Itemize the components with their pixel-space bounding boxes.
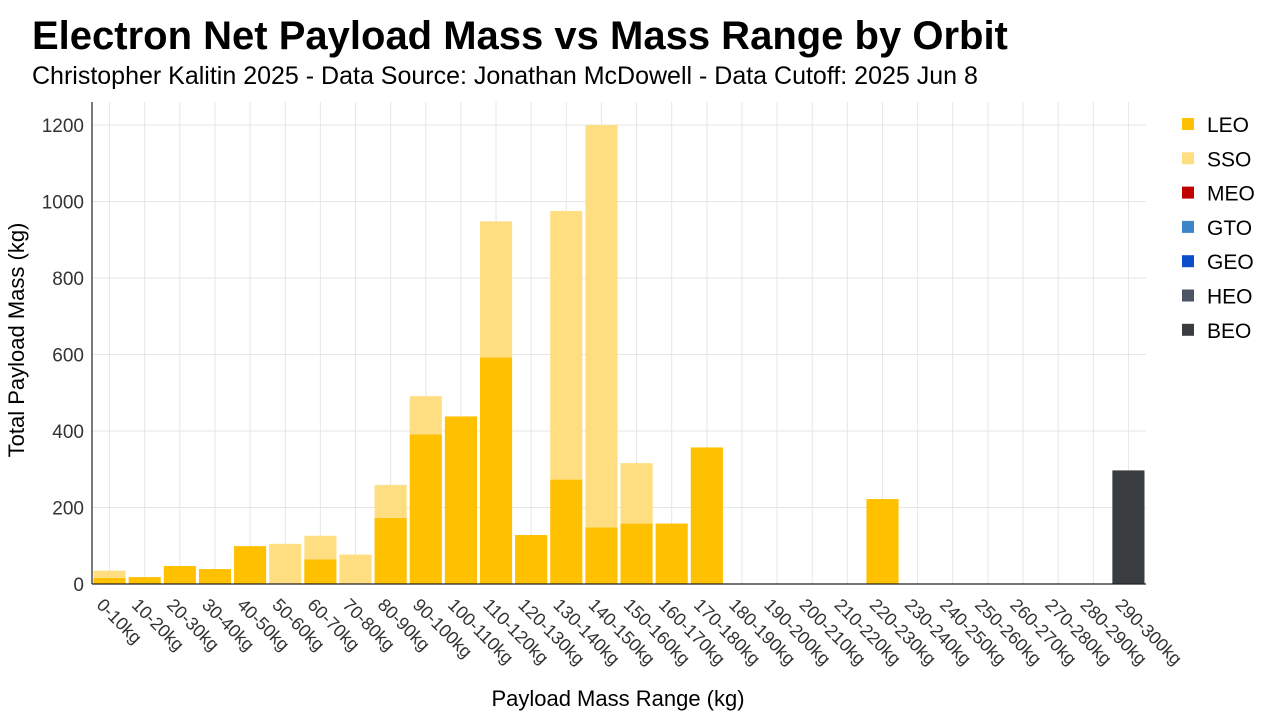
x-axis-label: Payload Mass Range (kg) <box>491 686 744 711</box>
bar-segment-sso <box>409 396 442 435</box>
bar-segment-sso <box>339 554 372 584</box>
bar-segment-leo <box>163 566 196 584</box>
bar-segment-leo <box>93 577 126 584</box>
bar-segment-leo <box>690 447 723 584</box>
y-tick-label: 1200 <box>42 116 84 137</box>
legend-swatch-leo <box>1182 118 1194 130</box>
bar-segment-leo <box>234 546 267 584</box>
bar-segment-leo <box>304 559 337 584</box>
bars-group <box>93 124 1145 584</box>
bar-segment-leo <box>198 569 232 584</box>
bar-segment-leo <box>409 434 442 584</box>
legend-swatch-heo <box>1182 289 1194 302</box>
legend-label-geo: GEO <box>1207 251 1254 274</box>
legend-label-leo: LEO <box>1207 114 1249 137</box>
y-axis-label: Total Payload Mass (kg) <box>4 223 29 458</box>
bar-segment-leo <box>655 523 688 584</box>
bar-segment-leo <box>515 535 548 584</box>
bar-segment-leo <box>128 577 161 584</box>
y-tick-label: 800 <box>52 269 84 290</box>
bar-segment-leo <box>444 416 477 584</box>
bar-segment-sso <box>374 484 407 518</box>
legend-swatch-gto <box>1182 220 1194 233</box>
legend-swatch-sso <box>1182 152 1194 165</box>
legend-swatch-geo <box>1182 255 1194 268</box>
grid-lines <box>92 102 1146 584</box>
bar-segment-sso <box>585 124 618 528</box>
bar-segment-leo <box>620 523 653 584</box>
y-tick-label: 600 <box>52 345 84 366</box>
bar-segment-leo <box>479 357 513 584</box>
bar-segment-leo <box>550 479 583 584</box>
bar-segment-sso <box>93 570 126 578</box>
bar-segment-sso <box>269 543 302 584</box>
legend-swatch-beo <box>1182 323 1194 336</box>
bar-segment-leo <box>585 527 618 584</box>
bar-segment-sso <box>479 221 513 358</box>
bar-segment-sso <box>304 535 337 560</box>
chart-title: Electron Net Payload Mass vs Mass Range … <box>32 14 1008 58</box>
bar-segment-sso <box>550 211 583 480</box>
legend-label-sso: SSO <box>1207 148 1251 171</box>
legend-label-meo: MEO <box>1207 183 1255 206</box>
legend-label-gto: GTO <box>1207 217 1252 240</box>
bar-segment-leo <box>866 499 899 584</box>
bar-segment-sso <box>620 463 653 524</box>
y-tick-label: 0 <box>73 575 84 596</box>
legend-label-heo: HEO <box>1207 286 1253 309</box>
bar-segment-leo <box>374 517 407 584</box>
legend-swatch-meo <box>1182 186 1194 199</box>
legend: LEO SSO MEO GTO GEO HEO BEO <box>1182 114 1255 343</box>
y-tick-label: 1000 <box>42 192 84 213</box>
chart-subtitle: Christopher Kalitin 2025 - Data Source: … <box>32 62 978 90</box>
legend-label-beo: BEO <box>1207 320 1251 343</box>
bar-segment-beo <box>1112 470 1145 584</box>
y-tick-label: 200 <box>52 498 84 519</box>
y-tick-label: 400 <box>52 422 84 443</box>
